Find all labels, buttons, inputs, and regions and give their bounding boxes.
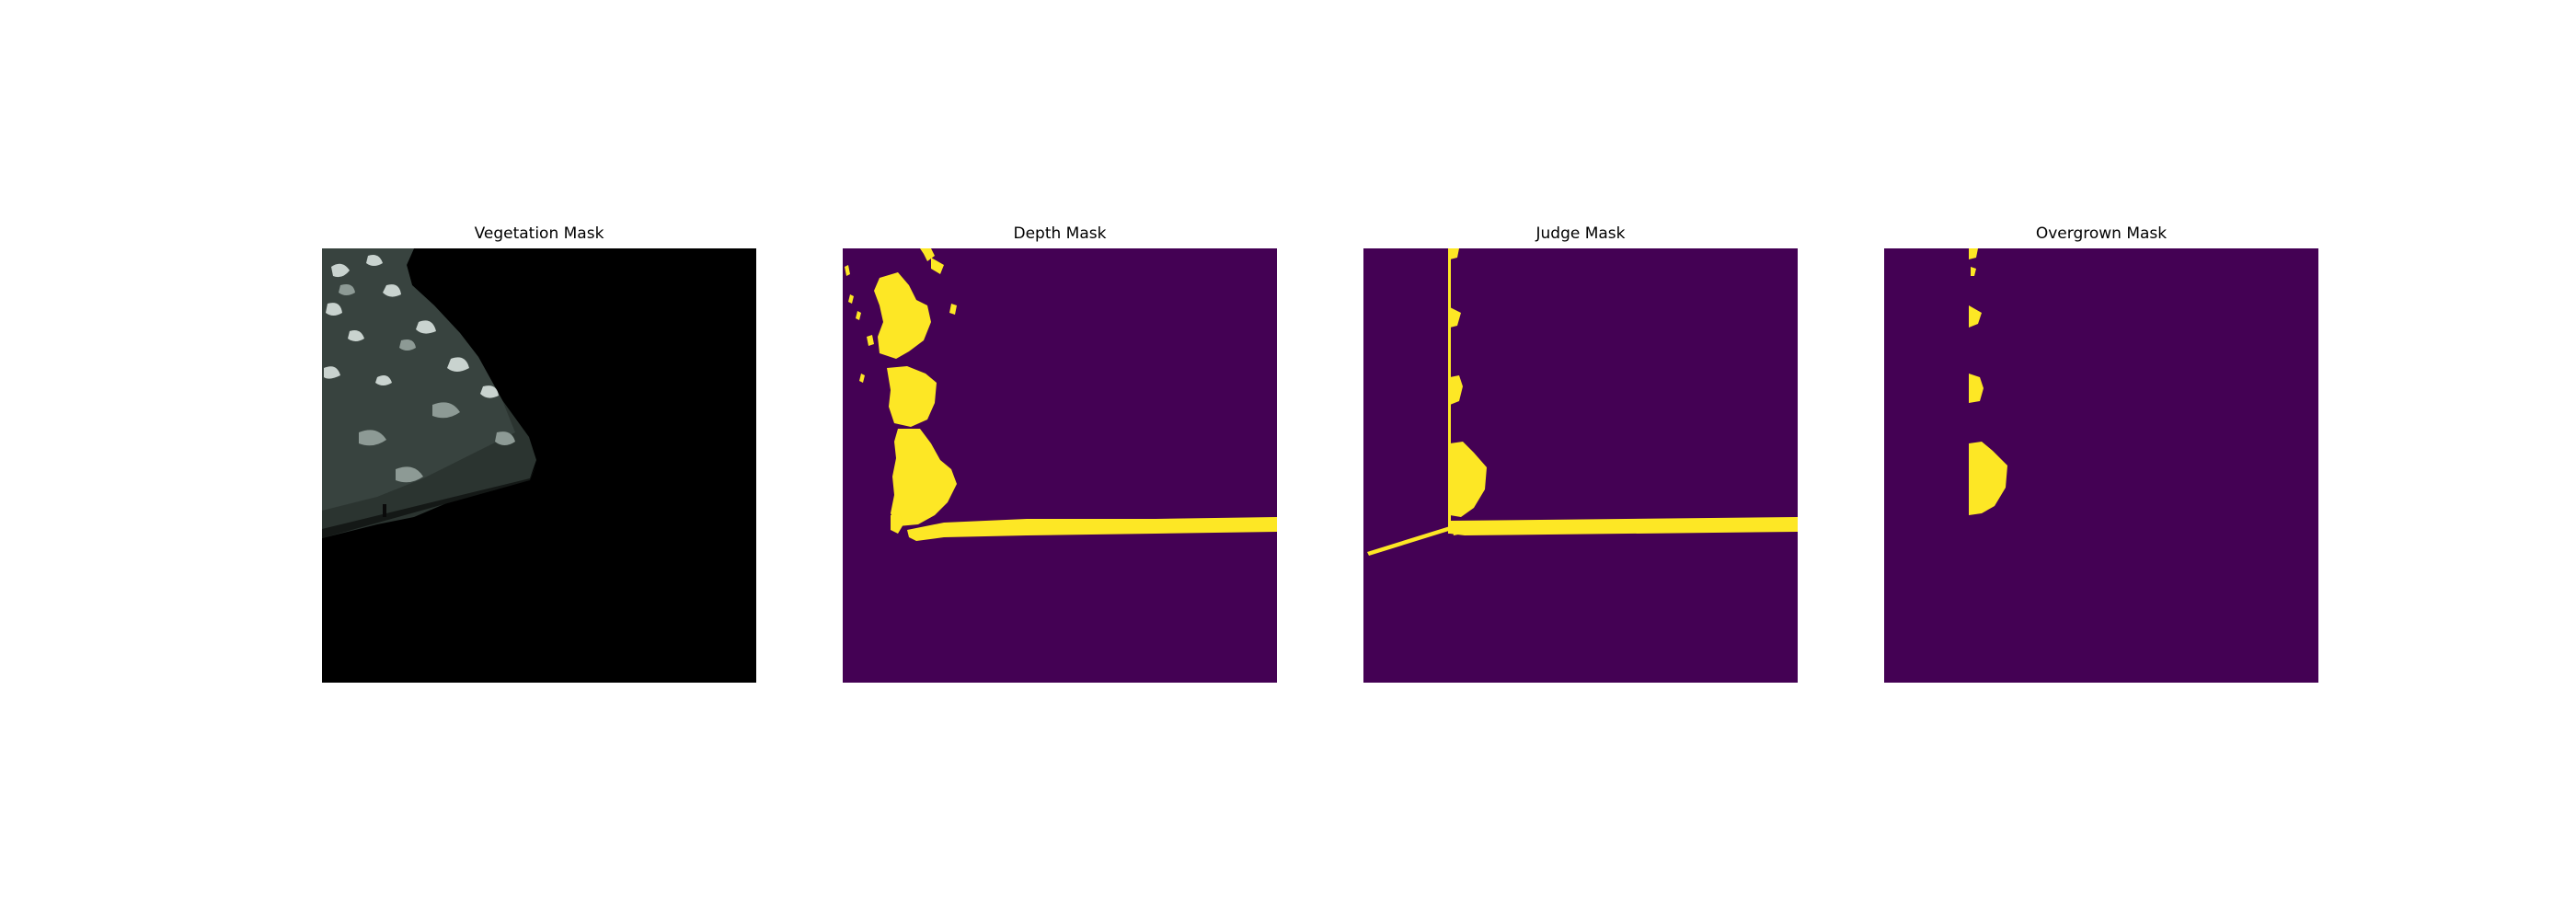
judge-mask-title: Judge Mask — [1535, 224, 1626, 243]
overgrown-mask-panel: Overgrown Mask — [1884, 0, 2318, 920]
overgrown-mask-title: Overgrown Mask — [2035, 224, 2168, 243]
judge-mask-image — [1363, 248, 1798, 683]
overgrown-mask-image — [1884, 248, 2318, 683]
judge-mask-panel: Judge Mask — [1363, 0, 1798, 920]
vegetation-mask-title: Vegetation Mask — [474, 224, 604, 243]
depth-mask-panel: Depth Mask — [843, 0, 1277, 920]
depth-mask-image — [843, 248, 1277, 683]
vegetation-mask-image — [322, 248, 756, 683]
vegetation-mask-panel: Vegetation Mask — [322, 0, 756, 920]
depth-mask-title: Depth Mask — [1013, 224, 1107, 243]
